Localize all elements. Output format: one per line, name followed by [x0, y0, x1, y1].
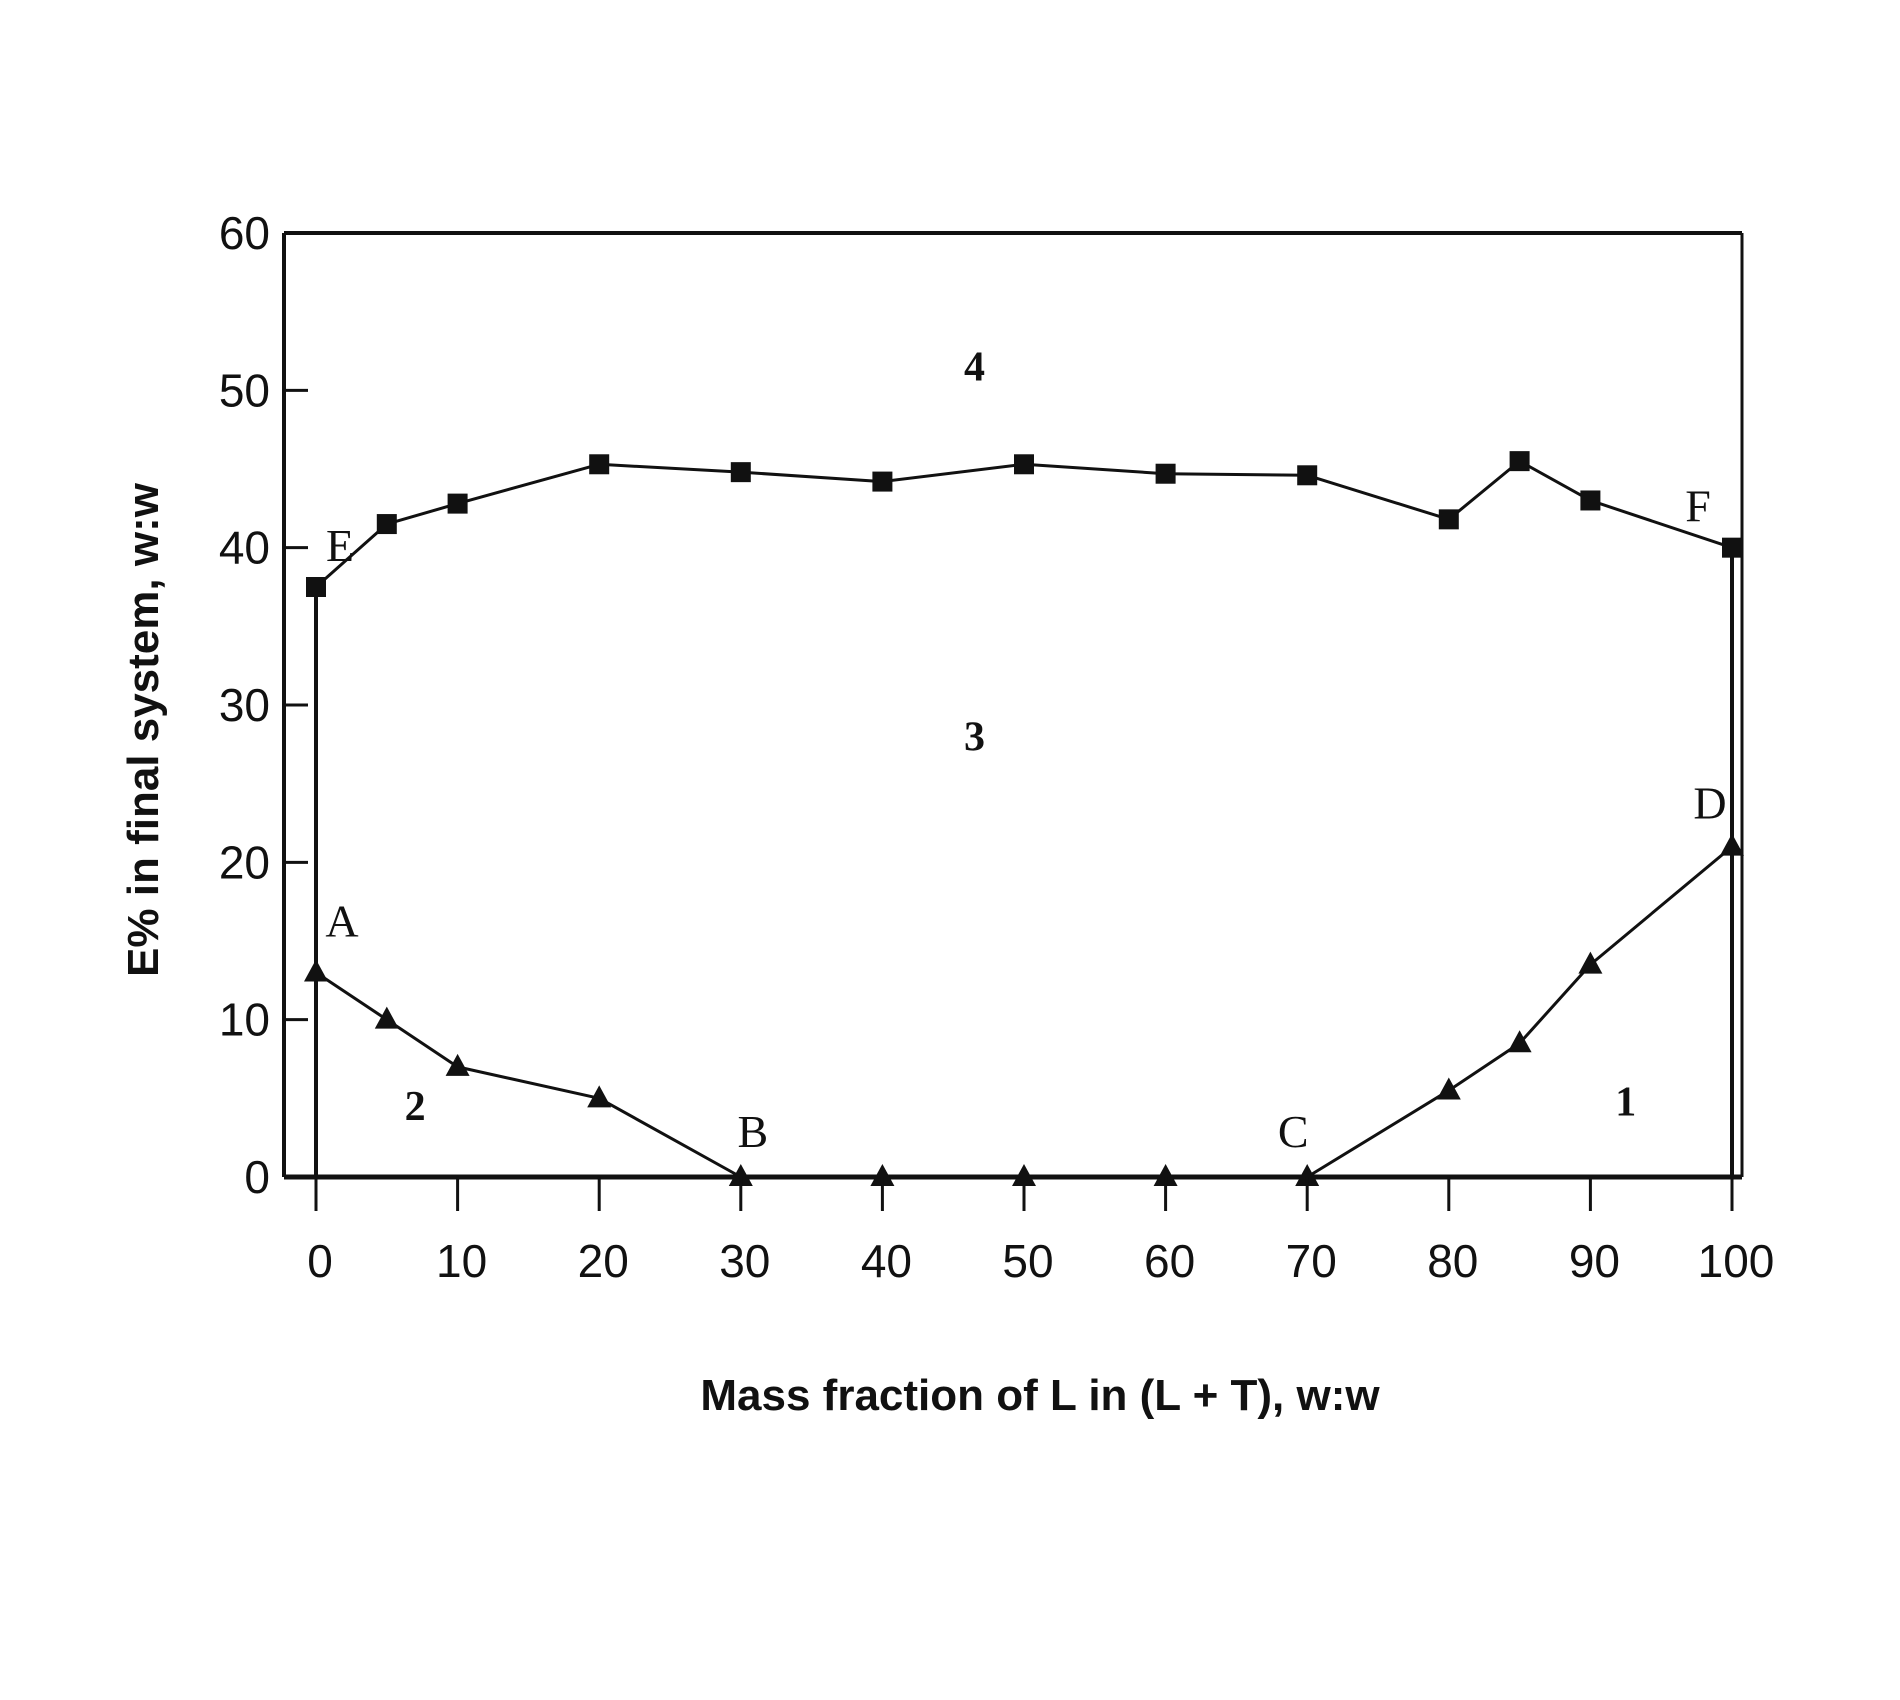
x-axis-title: Mass fraction of L in (L + T), w:w [700, 1371, 1380, 1420]
x-tick-label: 90 [1569, 1235, 1620, 1287]
x-tick-label: 20 [578, 1235, 629, 1287]
y-tick-label: 50 [219, 364, 270, 416]
triangle-marker [304, 959, 328, 981]
point-label-b: B [737, 1106, 768, 1157]
point-label-c: C [1278, 1106, 1309, 1157]
x-tick-label: 80 [1427, 1235, 1478, 1287]
square-marker [1722, 538, 1742, 558]
square-marker [448, 494, 468, 514]
triangle-marker [1578, 952, 1602, 974]
square-marker [1510, 451, 1530, 471]
x-tick-label: 60 [1144, 1235, 1195, 1287]
square-marker [1439, 509, 1459, 529]
upper-boundary-line [316, 461, 1732, 587]
triangle-marker [1720, 834, 1744, 856]
point-label-e: E [326, 520, 354, 571]
point-label-d: D [1693, 778, 1726, 829]
x-tick-label: 10 [436, 1235, 487, 1287]
x-tick-label: 70 [1286, 1235, 1337, 1287]
x-tick-label: 30 [719, 1235, 770, 1287]
y-tick-label: 20 [219, 836, 270, 888]
plot-frame [284, 233, 1742, 1177]
region-label-3: 3 [964, 714, 985, 760]
y-tick-label: 10 [219, 994, 270, 1046]
triangle-marker [1437, 1077, 1461, 1099]
y-tick-label: 30 [219, 679, 270, 731]
y-tick-label: 0 [244, 1151, 270, 1203]
x-tick-label: 40 [861, 1235, 912, 1287]
y-tick-label: 60 [219, 207, 270, 259]
x-tick-label: 50 [1002, 1235, 1053, 1287]
region-label-1: 1 [1615, 1079, 1636, 1125]
square-marker [306, 577, 326, 597]
lower-boundary-line [316, 847, 1732, 1177]
square-marker [1580, 490, 1600, 510]
triangle-marker [375, 1007, 399, 1029]
point-label-a: A [325, 895, 358, 946]
region-label-2: 2 [405, 1084, 426, 1130]
square-marker [377, 514, 397, 534]
y-axis-title: E% in final system, w:w [119, 482, 168, 977]
x-tick-label: 100 [1698, 1235, 1775, 1287]
series-layer [304, 451, 1744, 1186]
point-label-f: F [1685, 481, 1711, 532]
y-tick-label: 40 [219, 522, 270, 574]
axis-ticks: 0 10 20 30 40 50 60 0 10 20 30 40 50 60 70 80 90 100 [219, 207, 1775, 1287]
square-marker [1297, 465, 1317, 485]
square-marker [872, 472, 892, 492]
x-tick-label: 0 [307, 1235, 333, 1287]
square-marker [1014, 454, 1034, 474]
square-marker [731, 462, 751, 482]
square-marker [589, 454, 609, 474]
square-marker [1156, 464, 1176, 484]
region-label-4: 4 [964, 345, 985, 391]
triangle-marker [446, 1054, 470, 1076]
